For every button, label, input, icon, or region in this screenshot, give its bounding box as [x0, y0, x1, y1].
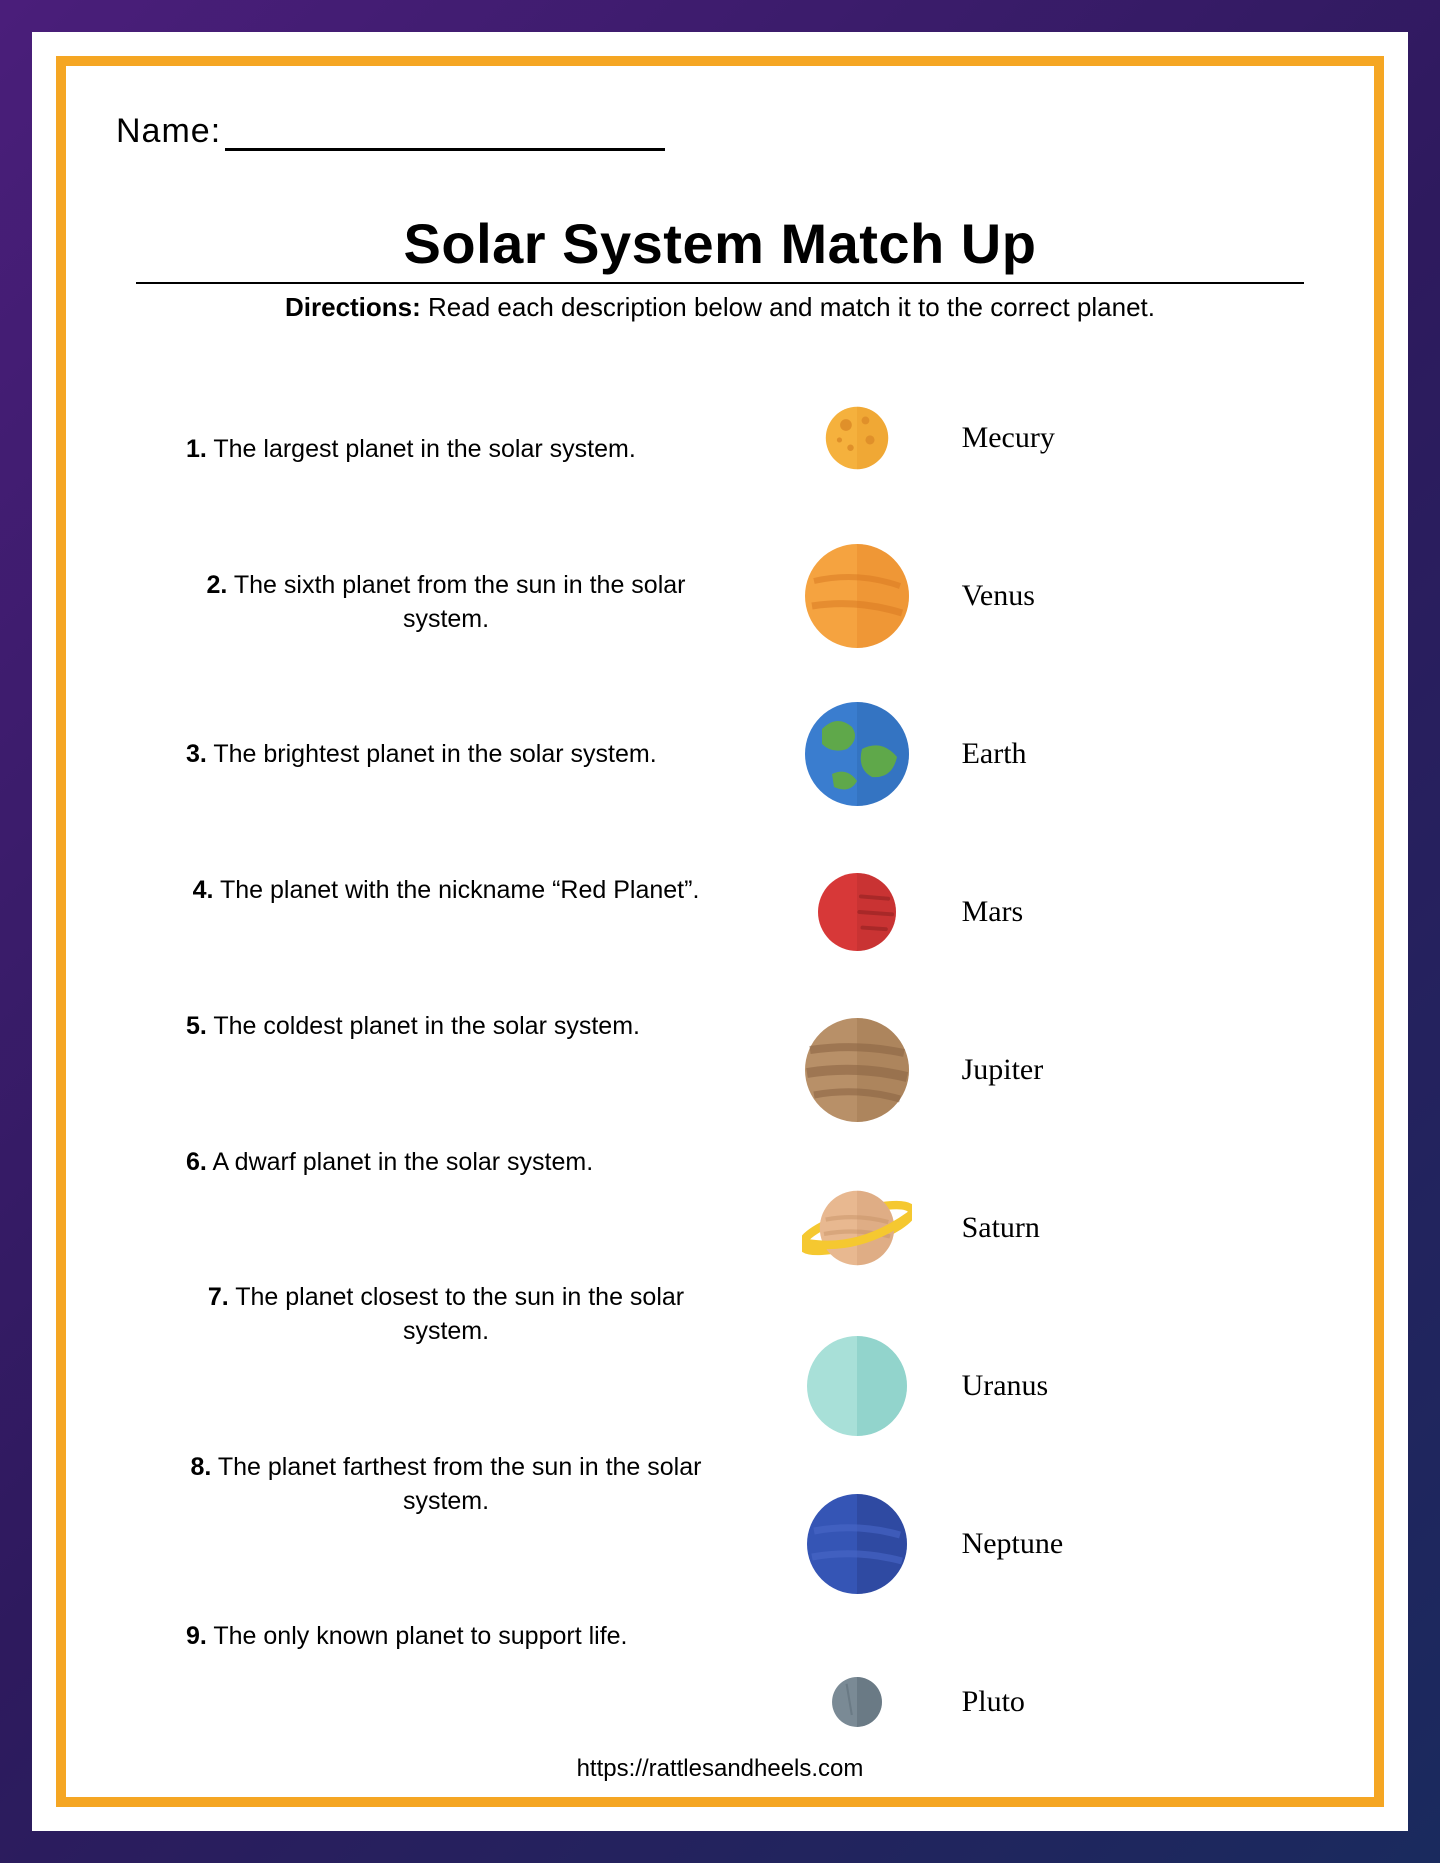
- name-label: Name:: [116, 112, 221, 151]
- directions-text: Read each description below and match it…: [421, 292, 1155, 322]
- jupiter-icon: [802, 1015, 912, 1125]
- question-item: 4. The planet with the nickname “Red Pla…: [186, 874, 706, 908]
- page-inner: Name: Solar System Match Up Directions: …: [56, 56, 1384, 1807]
- planet-label: Uranus: [962, 1369, 1049, 1403]
- name-blank-line[interactable]: [225, 117, 665, 151]
- question-item: 9. The only known planet to support life…: [186, 1620, 706, 1654]
- mars-icon: [802, 857, 912, 967]
- planet-label: Neptune: [962, 1527, 1064, 1561]
- earth-icon: [802, 699, 912, 809]
- pluto-icon: [802, 1647, 912, 1757]
- planet-label: Venus: [962, 579, 1035, 613]
- title-rule: [136, 282, 1304, 284]
- planet-label: Saturn: [962, 1211, 1040, 1245]
- content-area: 1. The largest planet in the solar syste…: [116, 383, 1324, 1757]
- planet-row: Earth: [802, 699, 1294, 809]
- planets-column: Mecury Venus Earth Mars: [802, 383, 1294, 1757]
- planet-row: Uranus: [802, 1331, 1294, 1441]
- uranus-icon: [802, 1331, 912, 1441]
- planet-row: Mecury: [802, 383, 1294, 493]
- question-item: 3. The brightest planet in the solar sys…: [186, 738, 706, 772]
- name-field-row: Name:: [116, 112, 1324, 151]
- question-item: 8. The planet farthest from the sun in t…: [186, 1451, 706, 1519]
- directions: Directions: Read each description below …: [116, 292, 1324, 323]
- question-item: 2. The sixth planet from the sun in the …: [186, 569, 706, 637]
- question-item: 5. The coldest planet in the solar syste…: [186, 1010, 706, 1044]
- questions-column: 1. The largest planet in the solar syste…: [146, 383, 802, 1757]
- planet-label: Pluto: [962, 1685, 1025, 1719]
- planet-label: Mecury: [962, 421, 1055, 455]
- question-item: 1. The largest planet in the solar syste…: [186, 433, 706, 467]
- planet-row: Neptune: [802, 1489, 1294, 1599]
- planet-label: Mars: [962, 895, 1024, 929]
- question-item: 6. A dwarf planet in the solar system.: [186, 1146, 706, 1180]
- directions-label: Directions:: [285, 292, 421, 322]
- planet-row: Jupiter: [802, 1015, 1294, 1125]
- planet-label: Jupiter: [962, 1053, 1044, 1087]
- venus-icon: [802, 541, 912, 651]
- question-item: 7. The planet closest to the sun in the …: [186, 1281, 706, 1349]
- planet-label: Earth: [962, 737, 1027, 771]
- planet-row: Venus: [802, 541, 1294, 651]
- mercury-icon: [802, 383, 912, 493]
- saturn-icon: [802, 1173, 912, 1283]
- footer-url: https://rattlesandheels.com: [66, 1755, 1374, 1783]
- page-outer: Name: Solar System Match Up Directions: …: [32, 32, 1408, 1831]
- planet-row: Pluto: [802, 1647, 1294, 1757]
- planet-row: Saturn: [802, 1173, 1294, 1283]
- neptune-icon: [802, 1489, 912, 1599]
- planet-row: Mars: [802, 857, 1294, 967]
- page-title: Solar System Match Up: [136, 211, 1304, 276]
